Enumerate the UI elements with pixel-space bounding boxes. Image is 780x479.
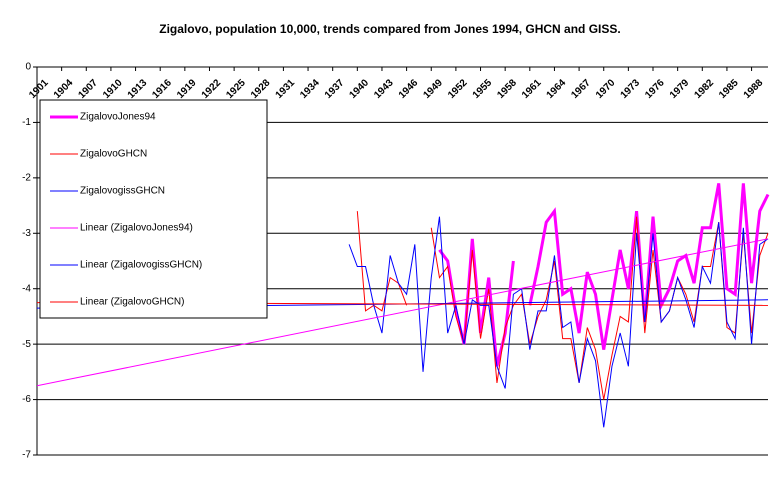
legend-label: ZigalovogissGHCN [80,186,165,197]
y-tick-label: -7 [22,450,31,461]
y-tick-label: -4 [22,283,31,294]
legend-label: Linear (ZigalovoGHCN) [80,297,184,308]
chart-title: Zigalovo, population 10,000, trends comp… [159,22,620,36]
series-line [438,238,515,367]
legend-label: Linear (ZigalovoJones94) [80,223,193,234]
y-tick-label: -3 [22,228,31,239]
y-tick-label: -1 [22,117,31,128]
y-tick-label: 0 [25,62,31,73]
series-line [36,238,769,387]
series-line [430,216,769,400]
legend-label: Linear (ZigalovogissGHCN) [80,260,202,271]
y-tick-label: -2 [22,172,31,183]
y-tick-label: -6 [22,394,31,405]
legend-box [39,99,268,319]
series-line [528,183,770,350]
y-tick-label: -5 [22,339,31,350]
legend-label: ZigalovoGHCN [80,149,147,160]
series-line [348,216,769,428]
legend-label: ZigalovoJones94 [80,112,156,123]
